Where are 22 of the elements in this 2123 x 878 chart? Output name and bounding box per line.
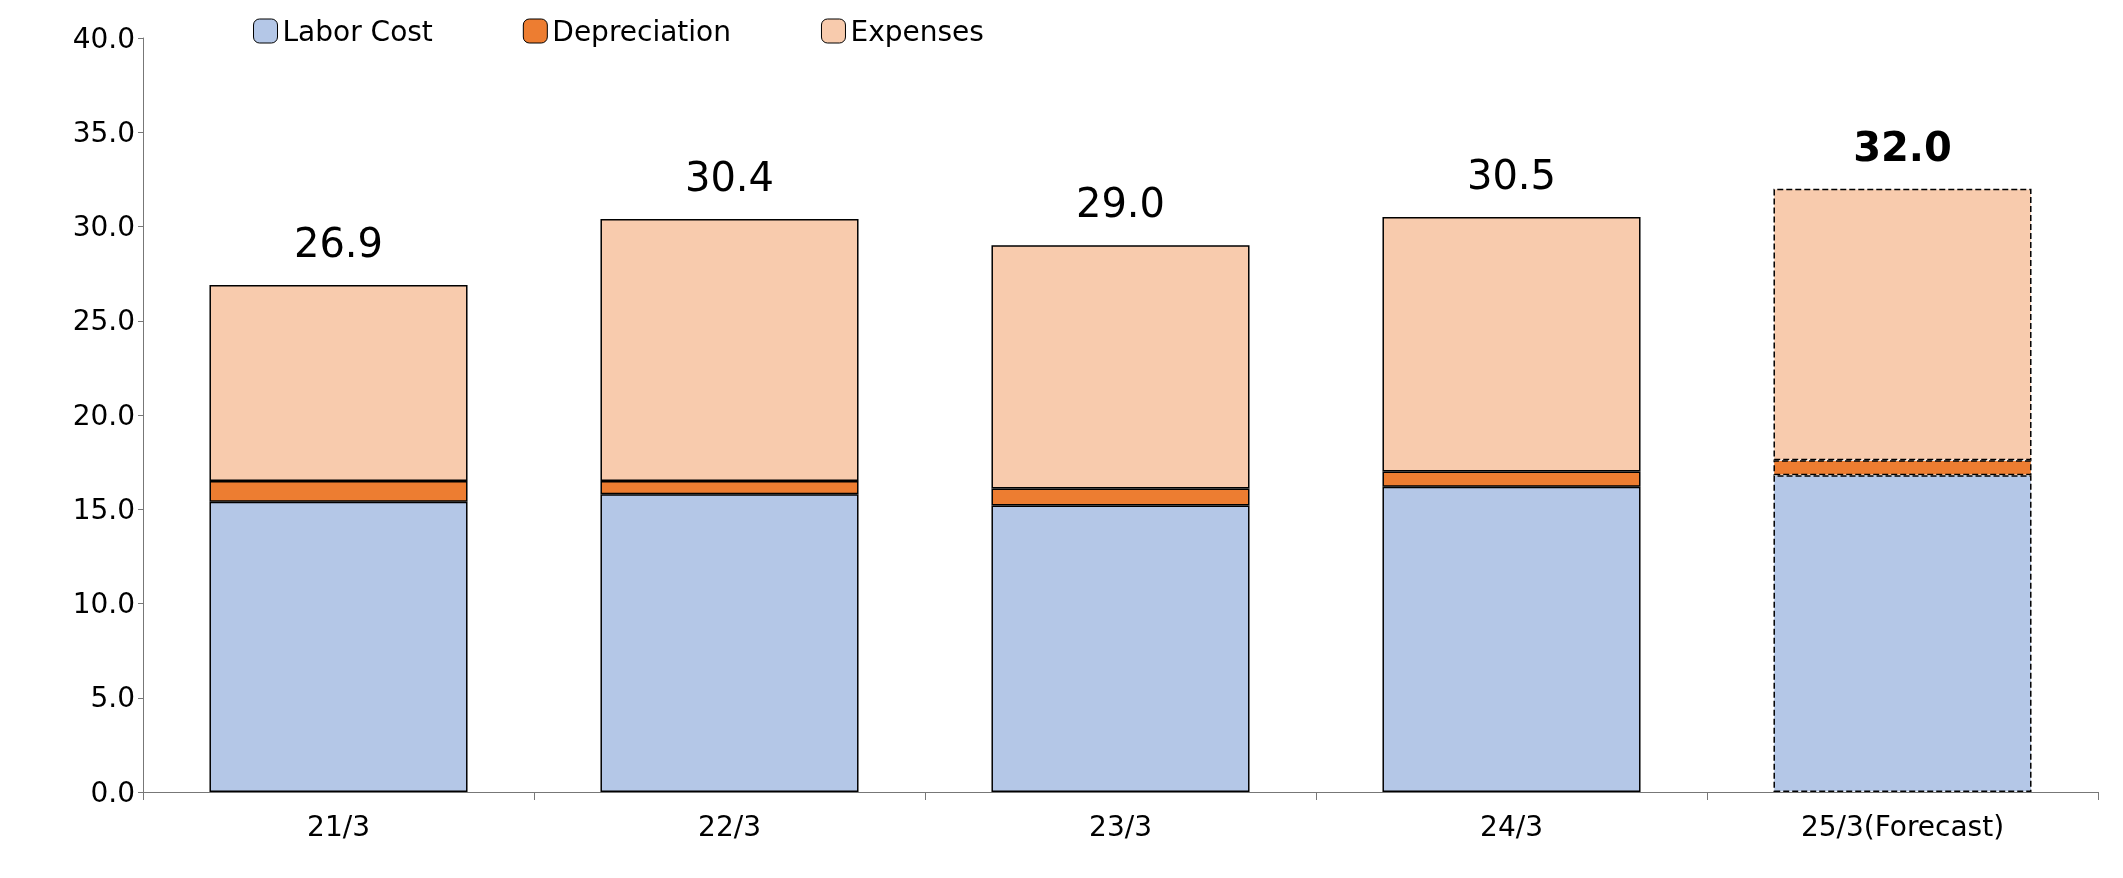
y-tick-label: 20.0 bbox=[72, 398, 135, 432]
y-tick-label: 30.0 bbox=[72, 210, 135, 243]
legend-label: Expenses bbox=[850, 14, 984, 48]
total-label: 29.0 bbox=[1075, 180, 1166, 227]
y-tick-label: 10.0 bbox=[72, 587, 135, 620]
x-tick-label: 25/3(Forecast) bbox=[1800, 809, 2005, 843]
y-tick-label: 15.0 bbox=[72, 492, 135, 526]
legend-label: Depreciation bbox=[552, 14, 731, 48]
y-tick-label: 5.0 bbox=[90, 681, 135, 715]
x-tick-label: 22/3 bbox=[698, 809, 761, 843]
legend-label: Labor Cost bbox=[282, 14, 433, 48]
total-label: 26.9 bbox=[293, 219, 384, 266]
total-label: 30.5 bbox=[1466, 152, 1557, 199]
x-tick-label: 23/3 bbox=[1089, 809, 1152, 843]
y-tick-label: 25.0 bbox=[72, 304, 135, 338]
y-tick-label: 40.0 bbox=[72, 21, 135, 55]
total-label: 32.0 bbox=[1853, 123, 1952, 170]
y-tick-label: 35.0 bbox=[72, 115, 135, 149]
total-label: 30.4 bbox=[684, 153, 775, 200]
y-tick-label: 0.0 bbox=[90, 775, 135, 809]
x-tick-label: 24/3 bbox=[1480, 809, 1543, 843]
x-tick-label: 21/3 bbox=[307, 809, 370, 843]
